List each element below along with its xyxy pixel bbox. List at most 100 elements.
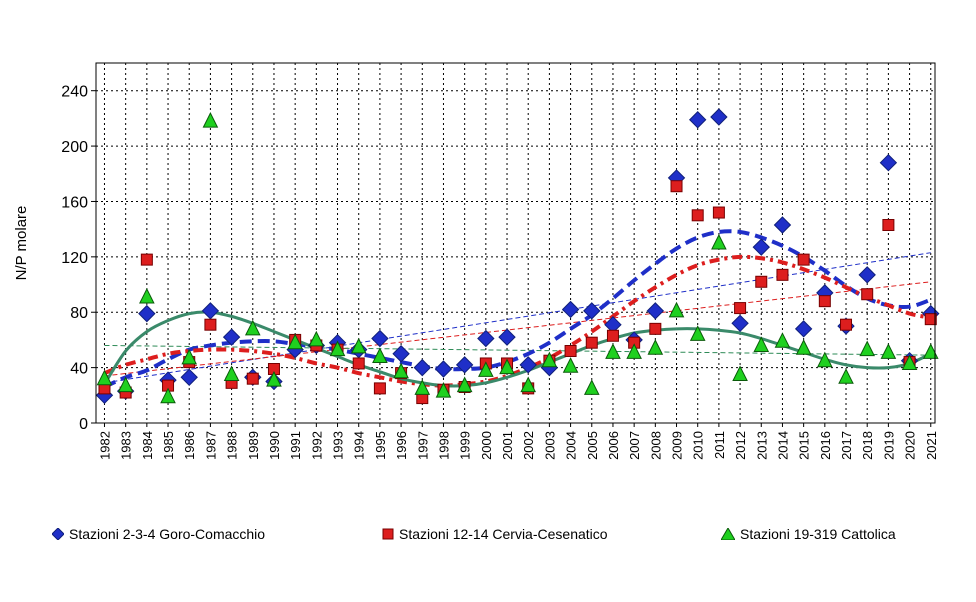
- linear-trend-line: [104, 344, 931, 356]
- data-point-goro: [371, 329, 389, 348]
- x-tick-label: 2008: [648, 431, 663, 460]
- legend-label-goro: Stazioni 2-3-4 Goro-Comacchio: [69, 526, 266, 542]
- data-point-cattolica: [393, 362, 409, 379]
- data-point-cattolica: [478, 361, 494, 377]
- x-tick-label: 1990: [267, 431, 282, 460]
- data-point-goro: [773, 216, 792, 234]
- data-point-cattolica: [520, 376, 537, 393]
- data-point-goro: [583, 302, 601, 320]
- square-marker-icon: [382, 528, 394, 540]
- y-tick-label: 120: [61, 250, 88, 267]
- data-point-goro: [413, 358, 431, 377]
- data-point-goro: [434, 360, 453, 378]
- y-tick-label: 80: [70, 305, 88, 322]
- data-point-cervia: [649, 322, 662, 335]
- data-point-cattolica: [181, 348, 198, 365]
- x-tick-label: 2004: [564, 431, 579, 460]
- data-point-cattolica: [838, 368, 854, 384]
- x-tick-label: 2005: [585, 431, 600, 460]
- data-point-cattolica: [266, 370, 282, 387]
- data-point-cattolica: [202, 112, 219, 128]
- data-point-cervia: [246, 372, 259, 385]
- x-tick-label: 1986: [182, 431, 197, 460]
- x-tick-label: 2010: [691, 431, 706, 460]
- data-point-cattolica: [541, 351, 558, 368]
- data-point-cattolica: [583, 379, 600, 395]
- data-point-goro: [222, 328, 241, 346]
- data-point-cattolica: [287, 333, 303, 350]
- data-point-cervia: [691, 209, 704, 222]
- y-tick-label: 0: [79, 416, 88, 433]
- data-point-goro: [498, 328, 516, 346]
- legend-label-cattolica: Stazioni 19-319 Cattolica: [740, 526, 896, 542]
- data-point-goro: [858, 266, 876, 284]
- y-tick-label: 40: [70, 361, 88, 378]
- data-point-goro: [731, 314, 749, 333]
- data-point-cattolica: [562, 357, 579, 373]
- data-point-cattolica: [350, 337, 367, 354]
- data-point-cattolica: [372, 347, 388, 364]
- x-tick-label: 2009: [670, 431, 685, 460]
- data-point-cattolica: [922, 343, 939, 359]
- x-tick-label: 1995: [373, 431, 388, 460]
- x-tick-label: 2019: [881, 431, 896, 460]
- data-point-cervia: [204, 318, 217, 331]
- x-tick-label: 1988: [225, 431, 240, 460]
- data-point-cattolica: [605, 343, 621, 359]
- y-tick-label: 240: [61, 84, 88, 101]
- x-tick-label: 1985: [161, 431, 176, 460]
- y-tick-label: 200: [61, 139, 88, 156]
- data-point-cattolica: [732, 365, 748, 382]
- data-point-cervia: [861, 288, 874, 301]
- plot-area: [96, 63, 935, 423]
- data-point-cattolica: [117, 376, 134, 393]
- data-point-cervia: [882, 219, 895, 231]
- linear-trend-line: [104, 252, 931, 384]
- data-point-goro: [138, 304, 156, 323]
- data-point-cervia: [734, 302, 747, 315]
- legend-label-cervia: Stazioni 12-14 Cervia-Cesenatico: [399, 526, 608, 542]
- data-point-cattolica: [244, 319, 261, 336]
- x-tick-label: 2007: [627, 431, 642, 460]
- diamond-marker-icon: [52, 528, 64, 540]
- data-point-cattolica: [817, 351, 833, 368]
- data-point-cervia: [924, 313, 937, 326]
- trend-curve: [103, 229, 932, 389]
- x-tick-label: 2011: [712, 431, 727, 459]
- data-point-cervia: [585, 336, 598, 349]
- data-point-cattolica: [795, 339, 812, 355]
- data-point-cattolica: [96, 369, 113, 386]
- data-point-goro: [646, 302, 665, 320]
- x-tick-label: 1996: [394, 431, 409, 460]
- data-point-goro: [879, 153, 898, 172]
- x-tick-label: 1994: [352, 431, 367, 460]
- x-tick-label: 2015: [797, 431, 812, 460]
- x-tick-label: 2014: [775, 431, 790, 460]
- legend-item-cattolica: Stazioni 19-319 Cattolica: [721, 526, 896, 542]
- data-point-cervia: [818, 295, 831, 308]
- data-point-goro: [477, 329, 495, 348]
- x-tick-label: 2006: [606, 431, 621, 460]
- data-point-cattolica: [689, 325, 706, 341]
- data-point-cervia: [373, 382, 386, 395]
- data-point-goro: [180, 368, 198, 387]
- x-tick-label: 1993: [331, 431, 346, 460]
- data-point-cattolica: [668, 301, 685, 318]
- x-tick-label: 1991: [288, 431, 303, 460]
- x-tick-label: 2016: [818, 431, 833, 460]
- legend-item-cervia: Stazioni 12-14 Cervia-Cesenatico: [382, 526, 608, 542]
- x-tick-label: 2002: [521, 431, 536, 460]
- y-tick-label: 160: [61, 194, 88, 211]
- legend: Stazioni 2-3-4 Goro-Comacchio Stazioni 1…: [0, 526, 976, 550]
- data-point-cattolica: [901, 354, 918, 370]
- data-point-cattolica: [626, 343, 642, 359]
- data-point-goro: [752, 238, 770, 256]
- data-point-cervia: [606, 329, 619, 342]
- data-point-cattolica: [753, 336, 770, 352]
- data-point-cattolica: [308, 330, 325, 347]
- data-point-cervia: [840, 318, 853, 331]
- data-point-cattolica: [139, 287, 155, 304]
- x-tick-label: 1984: [140, 431, 155, 460]
- data-point-cattolica: [414, 379, 431, 395]
- data-point-cervia: [755, 275, 768, 288]
